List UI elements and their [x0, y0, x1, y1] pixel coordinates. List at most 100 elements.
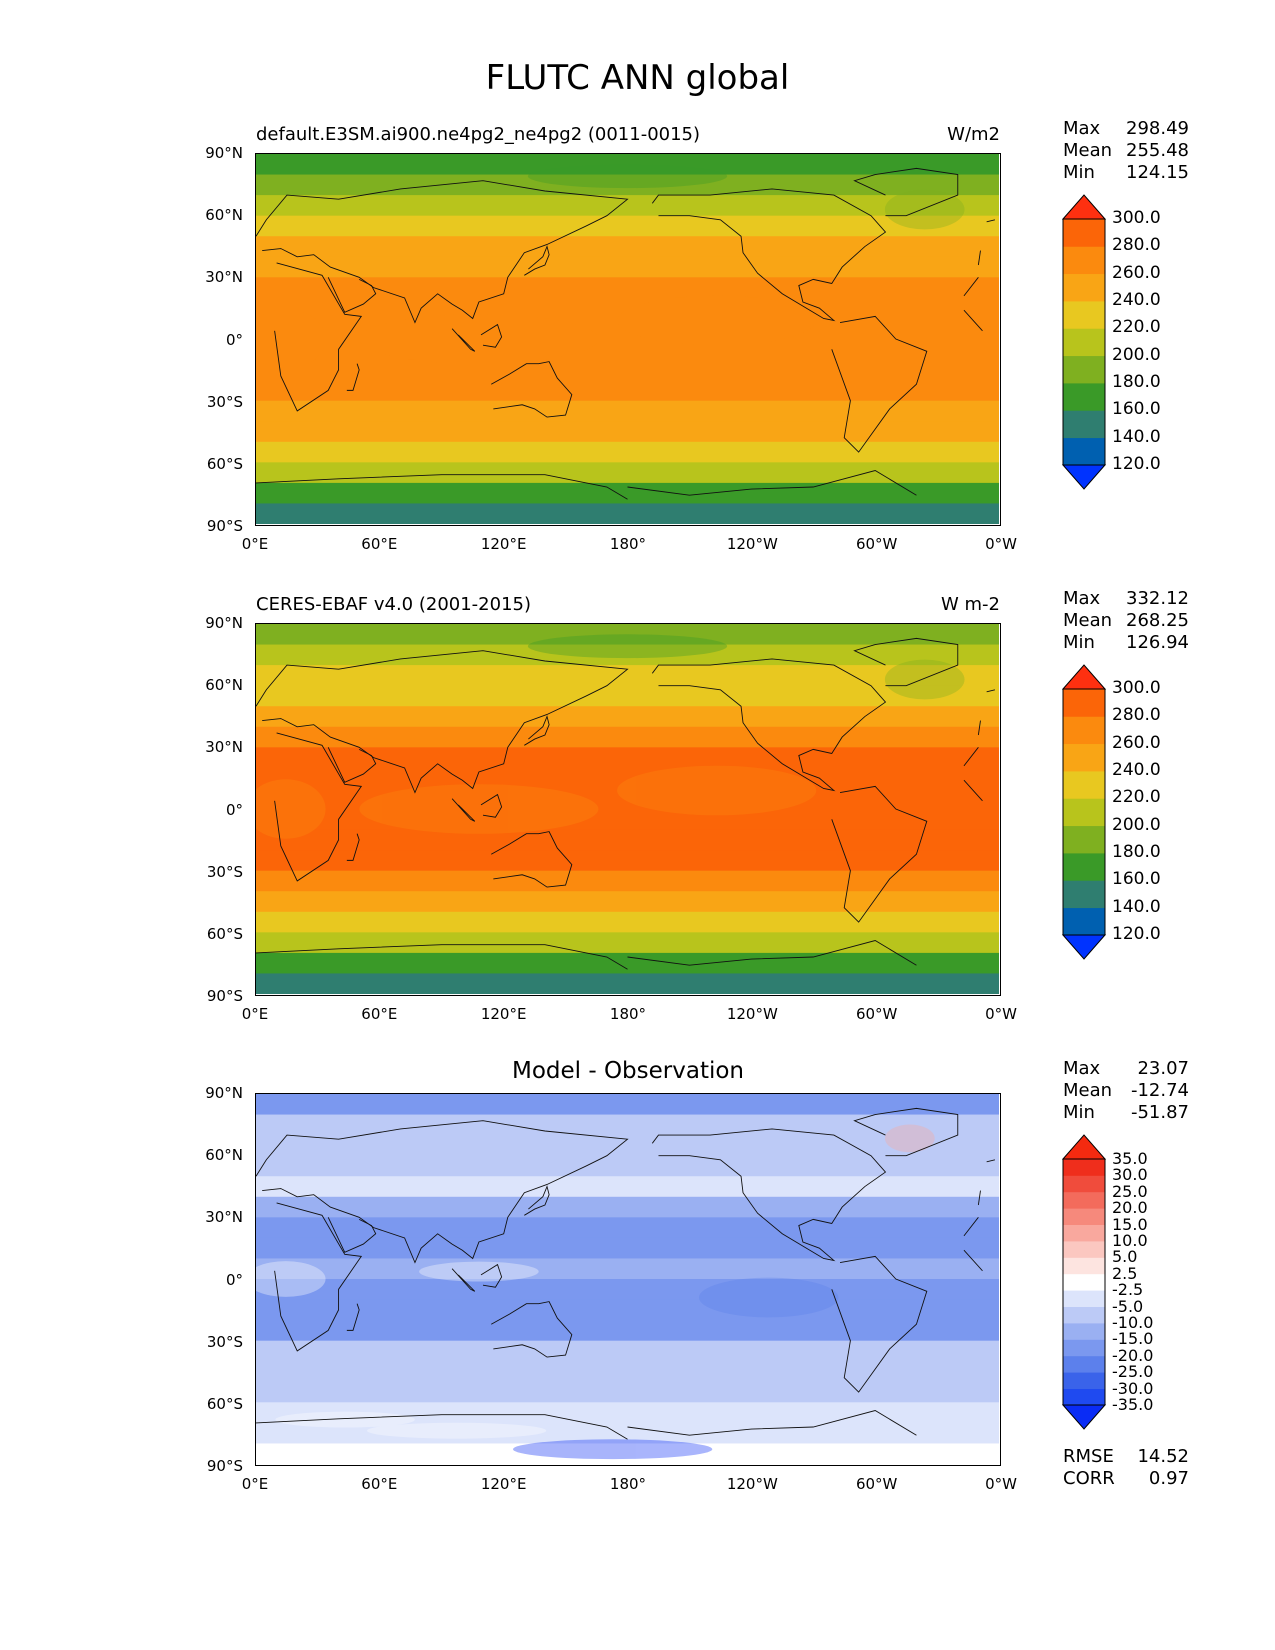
zonal-band: [256, 503, 999, 524]
zonal-band: [256, 215, 999, 237]
y-tick-label: 90°N: [205, 614, 243, 632]
colorbar-tick-label: 240.0: [1112, 290, 1161, 310]
zonal-band: [256, 359, 999, 381]
panel-3-stats: Max 23.07 Mean -12.74 Min -51.87: [1063, 1058, 1189, 1124]
x-tick-label: 120°E: [480, 1005, 527, 1023]
panel-2-stats: Max 332.12 Mean 268.25 Min 126.94: [1063, 588, 1189, 654]
y-tick-label: 30°S: [206, 862, 243, 881]
zonal-band: [256, 1258, 999, 1280]
y-tick-label: 60°N: [205, 206, 243, 225]
anomaly-patch: [359, 314, 599, 364]
colorbar-tick-label: 10.0: [1112, 1231, 1148, 1250]
y-tick-label: 60°S: [206, 924, 243, 943]
y-tick-label: 30°S: [206, 392, 243, 411]
colorbar-tick-label: 300.0: [1112, 208, 1161, 228]
colorbar-segment: [1063, 1191, 1105, 1209]
colorbar-tick-label: -15.0: [1112, 1329, 1154, 1349]
anomaly-patch: [884, 659, 965, 700]
zonal-band: [256, 154, 999, 176]
rmse-value: 14.52: [1137, 1446, 1189, 1467]
colorbar-tick-label: 20.0: [1112, 1198, 1148, 1218]
x-tick-label: 120°E: [480, 535, 527, 553]
x-tick-label: 60°W: [855, 1475, 898, 1493]
zonal-band: [256, 1094, 999, 1116]
x-tick-label: 0°E: [241, 1475, 269, 1493]
colorbar-segment: [1063, 1257, 1105, 1275]
colorbar-segment: [1063, 853, 1105, 881]
zonal-band: [256, 1299, 999, 1321]
colorbar-tick-label: 260.0: [1112, 262, 1161, 283]
colorbar-tick-label: 200.0: [1112, 344, 1161, 365]
zonal-band: [256, 195, 999, 217]
zonal-band: [256, 911, 999, 933]
zonal-band: [256, 1176, 999, 1198]
zonal-band: [256, 1196, 999, 1218]
colorbar-segment: [1063, 1208, 1105, 1225]
panel-3-metrics: RMSE 14.52 CORR 0.97: [1063, 1446, 1189, 1490]
stat-max-value: 332.12: [1126, 588, 1189, 609]
y-tick-label: 90°N: [205, 144, 243, 162]
stat-max-label: Max: [1063, 588, 1101, 609]
colorbar-extend-max: [1062, 194, 1106, 220]
zonal-band: [256, 174, 999, 196]
zonal-band: [256, 1135, 999, 1157]
zonal-band: [256, 462, 999, 484]
anomaly-patch: [617, 295, 817, 346]
colorbar-segment: [1063, 1175, 1105, 1193]
zonal-band: [256, 380, 999, 402]
regional-variation: [256, 1124, 935, 1460]
colorbar-segment: [1063, 273, 1105, 302]
colorbar-extend-min: [1062, 464, 1106, 490]
y-tick-label: 90°S: [206, 987, 243, 1005]
y-tick-label: 90°S: [206, 517, 243, 535]
zonal-band: [256, 297, 999, 320]
anomaly-patch: [256, 1261, 326, 1297]
colorbar-tick-label: -35.0: [1112, 1395, 1154, 1414]
colorbar-tick-label: 5.0: [1112, 1247, 1138, 1267]
stat-min-label: Min: [1063, 1102, 1095, 1123]
stat-max-value: 23.07: [1137, 1058, 1189, 1079]
colorbar-segment: [1063, 1323, 1105, 1340]
y-tick-label: 60°S: [206, 454, 243, 473]
zonal-band: [256, 1443, 999, 1464]
colorbar-segment: [1063, 1241, 1105, 1258]
zonal-band: [256, 870, 999, 892]
y-tick-label: 30°N: [205, 738, 243, 757]
panel-3-title: Model - Observation: [511, 1058, 745, 1084]
zonal-band: [256, 952, 999, 975]
colorbar-segment: [1063, 1339, 1105, 1357]
colorbar-segment: [1063, 1273, 1105, 1291]
x-tick-label: 60°W: [855, 1005, 898, 1023]
rmse-label: RMSE: [1063, 1446, 1114, 1467]
panel-1-map: [255, 153, 1001, 526]
y-tick-label: 60°S: [206, 1394, 243, 1413]
colorbar-tick-label: 260.0: [1112, 732, 1161, 753]
x-tick-label: 120°E: [480, 1475, 527, 1493]
coastlines: [256, 167, 996, 500]
x-tick-label: 60°E: [361, 1005, 398, 1023]
zonal-band: [256, 441, 999, 463]
x-tick-label: 180°: [609, 1475, 647, 1493]
stat-min-value: 124.15: [1126, 162, 1189, 183]
zonal-band: [256, 665, 999, 687]
colorbar-tick-label: 30.0: [1112, 1165, 1148, 1185]
anomaly-patch: [527, 164, 728, 189]
colorbar-tick-label: -2.5: [1112, 1280, 1144, 1300]
zonal-band: [256, 706, 999, 728]
y-tick-label: 60°N: [205, 1146, 243, 1165]
colorbar-segment: [1063, 219, 1105, 247]
y-tick-label: 0°: [225, 1270, 243, 1289]
zonal-band: [256, 1402, 999, 1424]
anomaly-patch: [359, 784, 599, 834]
colorbar-extend-min: [1062, 1404, 1106, 1430]
colorbar-tick-label: 240.0: [1112, 760, 1161, 780]
x-tick-label: 0°W: [985, 1475, 1017, 1493]
colorbar-segment: [1063, 771, 1105, 799]
colorbar-segment: [1063, 798, 1105, 827]
y-tick-label: 30°N: [205, 1208, 243, 1227]
zonal-band: [256, 1381, 999, 1403]
zonal-band: [256, 747, 999, 769]
x-tick-label: 60°E: [361, 1475, 398, 1493]
colorbar-tick-label: 120.0: [1112, 924, 1161, 944]
x-tick-label: 0°E: [241, 1005, 269, 1023]
